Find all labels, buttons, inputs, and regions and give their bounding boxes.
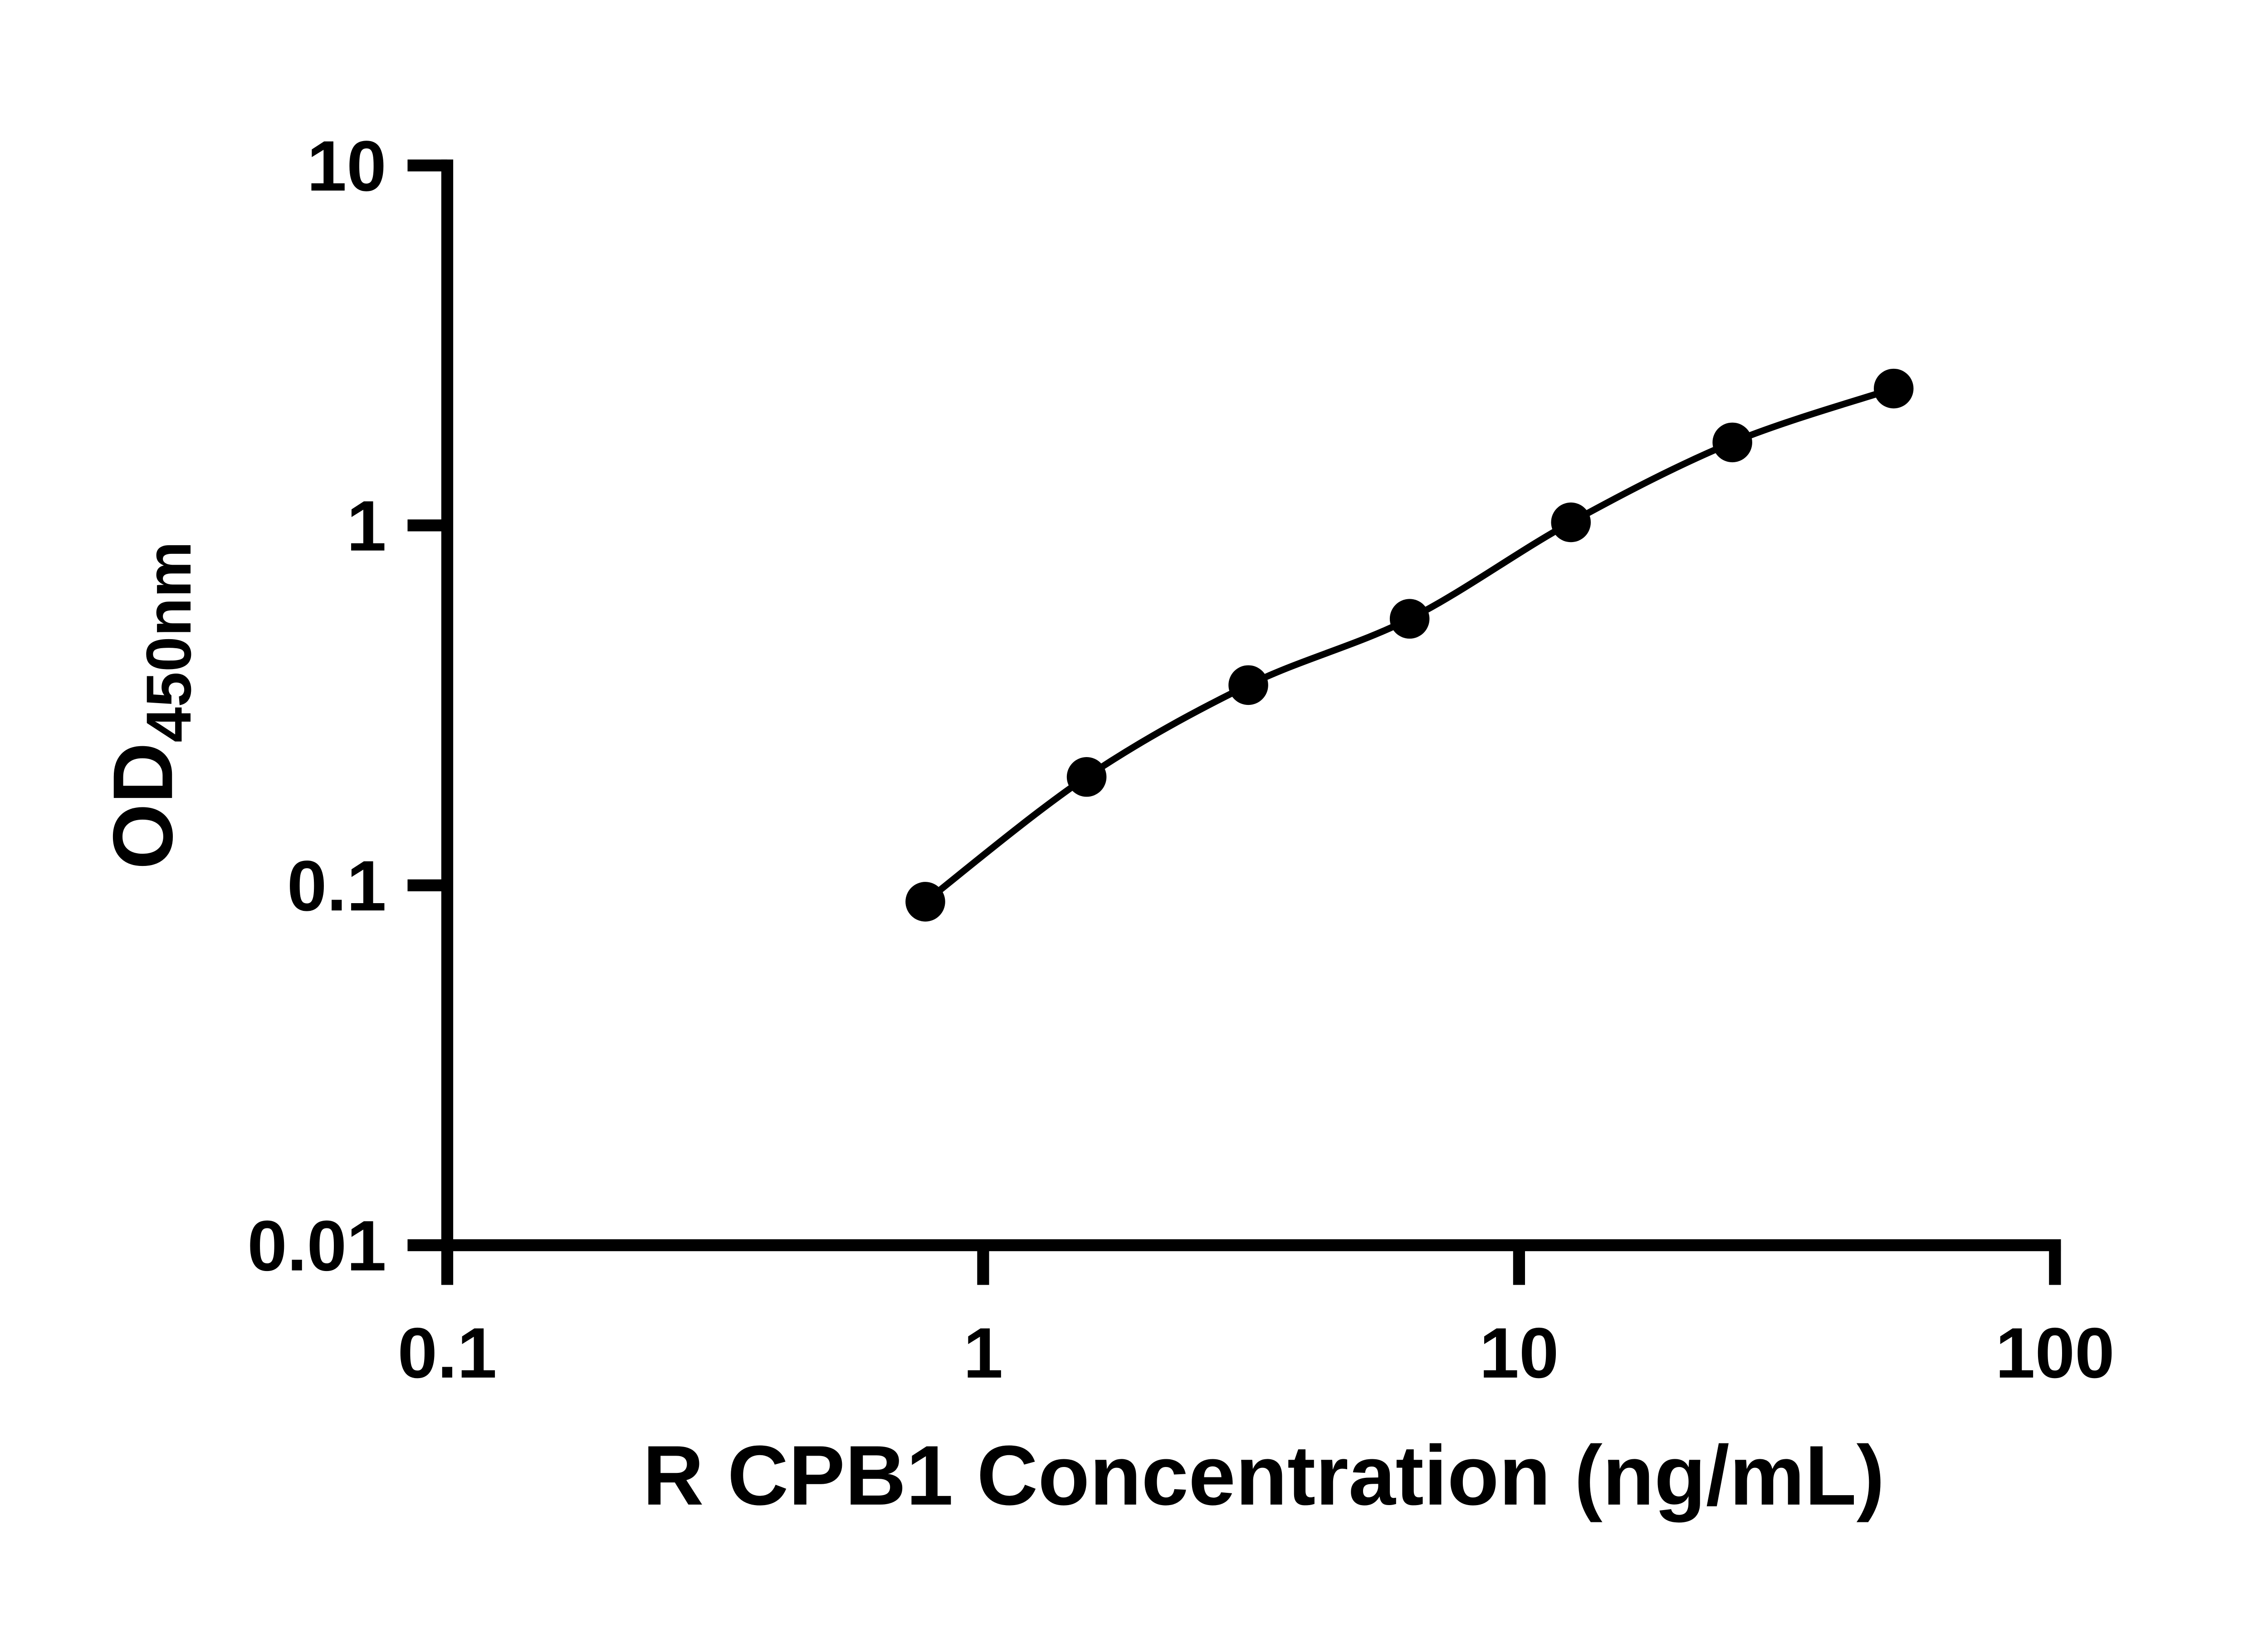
data-point bbox=[1873, 368, 1914, 409]
data-point bbox=[905, 882, 945, 922]
x-axis-tick-label: 100 bbox=[1995, 1313, 2115, 1393]
y-axis-tick-label: 1 bbox=[347, 486, 386, 566]
fit-curve bbox=[923, 385, 1895, 905]
x-axis-tick-label: 0.1 bbox=[398, 1313, 497, 1393]
data-series bbox=[905, 368, 1914, 922]
y-axis-tick-label: 0.01 bbox=[247, 1206, 386, 1286]
y-axis-tick-label: 10 bbox=[307, 126, 386, 206]
x-axis-tick-label: 10 bbox=[1479, 1313, 1559, 1393]
data-point bbox=[1066, 757, 1107, 797]
data-point bbox=[1712, 422, 1752, 463]
y-axis-title: OD450nm bbox=[95, 541, 204, 870]
data-point bbox=[1228, 665, 1268, 705]
x-axis-tick-label: 1 bbox=[963, 1313, 1003, 1393]
y-axis-title-subscript: 450nm bbox=[133, 541, 204, 743]
y-axis-tick-label: 0.1 bbox=[287, 846, 386, 926]
data-point bbox=[1389, 599, 1430, 639]
data-point bbox=[1551, 502, 1591, 543]
x-axis-title: R CPB1 Concentration (ng/mL) bbox=[643, 1428, 1885, 1523]
y-axis-title-main: OD bbox=[95, 743, 190, 870]
